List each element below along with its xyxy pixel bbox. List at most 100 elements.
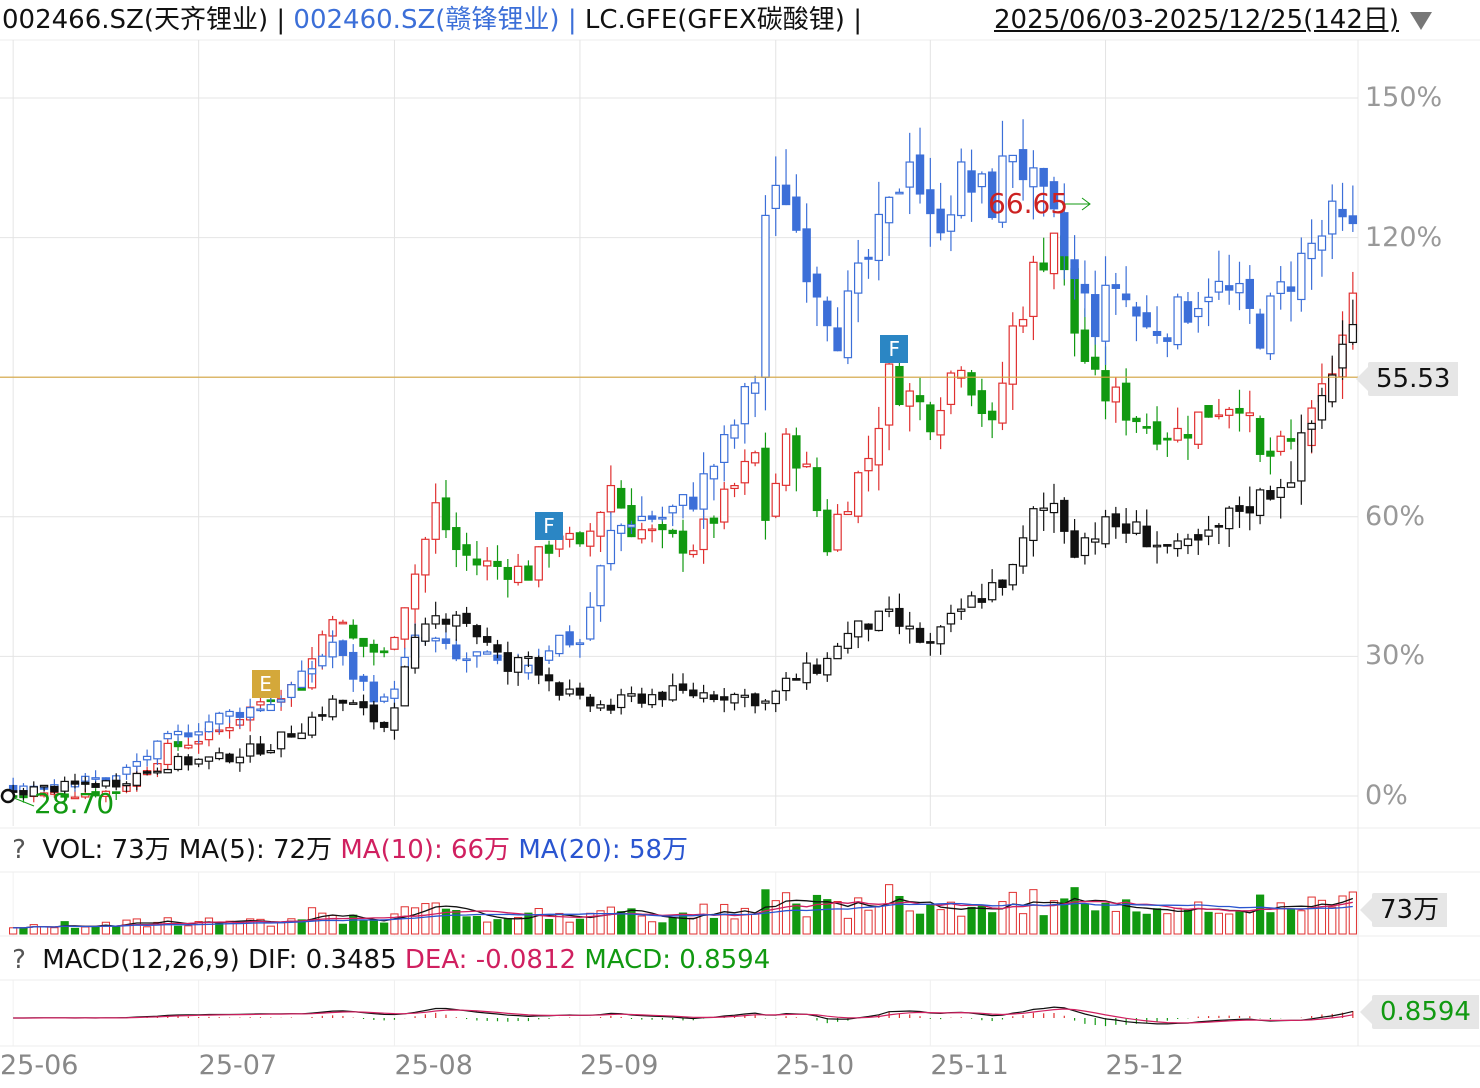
candle-body bbox=[441, 497, 451, 531]
header-sep: | bbox=[276, 5, 286, 35]
candle-body bbox=[689, 496, 698, 510]
volume-bar bbox=[1245, 911, 1254, 935]
volume-bar bbox=[1008, 891, 1017, 935]
volume-bar bbox=[184, 925, 193, 935]
candle-body bbox=[936, 208, 945, 234]
candle-body bbox=[750, 382, 760, 394]
candle-body bbox=[441, 618, 451, 625]
date-range-selector[interactable]: 2025/06/03-2025/12/25(142日) bbox=[994, 4, 1399, 36]
candle-body bbox=[668, 529, 677, 535]
candle-body bbox=[1204, 405, 1213, 418]
candle-body bbox=[895, 191, 904, 195]
candle-body bbox=[555, 634, 564, 655]
candle-body bbox=[1348, 323, 1358, 344]
candle-body bbox=[895, 365, 904, 406]
volume-bar bbox=[287, 918, 296, 935]
candle-body bbox=[1070, 259, 1079, 280]
volume-bar bbox=[998, 901, 1007, 935]
start-marker bbox=[0, 788, 16, 804]
volume-bar bbox=[1328, 906, 1337, 935]
candle-body bbox=[544, 650, 554, 661]
candle-body bbox=[1049, 232, 1059, 275]
candle-body bbox=[761, 700, 770, 704]
candle-body bbox=[750, 693, 760, 707]
candle-body bbox=[565, 532, 574, 540]
candle-body bbox=[936, 626, 945, 645]
candle-body bbox=[606, 484, 616, 513]
candle-body bbox=[740, 460, 750, 484]
volume-bar bbox=[194, 921, 203, 935]
candle-body bbox=[874, 213, 884, 262]
header-sep: | bbox=[853, 5, 862, 35]
candle-body bbox=[926, 404, 935, 433]
x-tick-label: 25-11 bbox=[930, 1050, 1009, 1081]
candle-body bbox=[884, 363, 894, 426]
candle-body bbox=[524, 565, 533, 581]
candle-body bbox=[1183, 538, 1193, 547]
series-label-ganfeng[interactable]: 002460.SZ(赣锋锂业) bbox=[293, 5, 560, 35]
candle-body bbox=[338, 699, 348, 704]
volume-bar bbox=[1338, 895, 1347, 935]
candle-body bbox=[431, 615, 440, 625]
candle-body bbox=[287, 733, 296, 738]
candle-body bbox=[1152, 330, 1162, 336]
candle-body bbox=[338, 640, 348, 656]
candle-series bbox=[8, 119, 1358, 805]
candle-body bbox=[802, 662, 811, 684]
volume-bar bbox=[410, 907, 420, 935]
volume-bar bbox=[895, 895, 904, 935]
candle-body bbox=[1018, 149, 1028, 181]
triangle-down-icon[interactable] bbox=[1410, 12, 1432, 30]
candle-body bbox=[1142, 312, 1151, 328]
candle-body bbox=[812, 664, 822, 674]
volume-bar bbox=[132, 918, 141, 935]
volume-bar bbox=[1348, 891, 1357, 935]
candle-body bbox=[802, 228, 811, 283]
volume-bar bbox=[637, 915, 646, 935]
candle-body bbox=[400, 666, 409, 707]
candle-body bbox=[503, 652, 513, 672]
candle-body bbox=[616, 487, 626, 509]
candle-body bbox=[1338, 208, 1347, 218]
candle-body bbox=[369, 643, 379, 653]
candle-body bbox=[349, 624, 358, 639]
y-tick-label: 30% bbox=[1365, 640, 1426, 672]
volume-bar bbox=[833, 901, 842, 935]
candle-body bbox=[575, 642, 585, 646]
candle-body bbox=[1328, 374, 1337, 403]
candle-body bbox=[1049, 502, 1059, 514]
vol-ma10: MA(10): 66万 bbox=[340, 835, 511, 865]
volume-bar bbox=[122, 919, 131, 935]
event-marker[interactable]: F bbox=[880, 335, 909, 364]
candle-body bbox=[802, 463, 811, 468]
chart-overlay bbox=[0, 197, 1358, 807]
volume-bar bbox=[173, 925, 183, 935]
candle-body bbox=[1307, 422, 1316, 430]
candle-body bbox=[462, 612, 471, 624]
event-marker[interactable]: F bbox=[535, 512, 564, 541]
volume-bar bbox=[369, 920, 378, 935]
candle-body bbox=[586, 696, 595, 707]
series-label-lc[interactable]: LC.GFE(GFEX碳酸锂) bbox=[584, 5, 845, 35]
volume-bar bbox=[1255, 894, 1265, 935]
event-marker[interactable]: E bbox=[251, 670, 280, 699]
volume-bar bbox=[431, 902, 440, 935]
candle-body bbox=[689, 550, 698, 556]
help-icon[interactable]: ? bbox=[12, 835, 26, 865]
volume-bar bbox=[957, 915, 966, 935]
help-icon[interactable]: ? bbox=[12, 945, 26, 975]
series-label-tianqi[interactable]: 002466.SZ(天齐锂业) bbox=[2, 5, 269, 35]
candle-body bbox=[379, 696, 389, 702]
candle-body bbox=[235, 711, 245, 718]
candle-body bbox=[926, 189, 935, 215]
candle-body bbox=[853, 472, 863, 517]
candle-body bbox=[1204, 296, 1213, 303]
candle-body bbox=[853, 620, 863, 638]
candle-body bbox=[369, 681, 379, 703]
candle-body bbox=[967, 595, 976, 608]
candle-body bbox=[431, 502, 440, 540]
candle-body bbox=[565, 631, 574, 646]
x-tick-label: 25-08 bbox=[394, 1050, 473, 1081]
candle-body bbox=[833, 645, 842, 660]
volume-bar bbox=[514, 916, 523, 935]
